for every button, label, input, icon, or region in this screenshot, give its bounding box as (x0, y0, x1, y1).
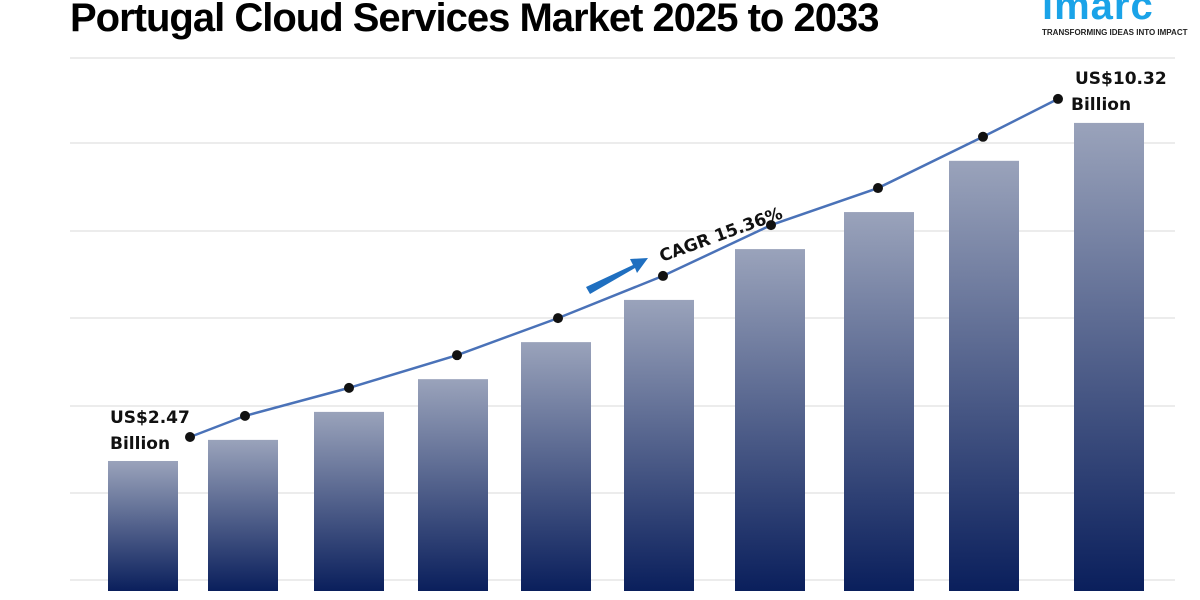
bar (844, 212, 914, 591)
trend-point (553, 313, 563, 324)
trend-point (978, 131, 988, 142)
bar (1074, 122, 1144, 592)
logo-word: imarc (1042, 0, 1154, 28)
trend-point (1053, 93, 1063, 104)
bar (735, 249, 805, 591)
trend-point (240, 410, 250, 421)
arrow-shape (586, 258, 648, 294)
start-unit-label: Billion (110, 434, 170, 454)
end-value-label: US$10.32 (1075, 69, 1167, 89)
bar (949, 160, 1019, 592)
trend-point (766, 220, 776, 231)
imarc-logo: imarc TRANSFORMING IDEAS INTO IMPACT (1042, 0, 1200, 38)
end-unit-label: Billion (1071, 95, 1131, 115)
bar (208, 439, 278, 591)
chart-title: Portugal Cloud Services Market 2025 to 2… (70, 0, 879, 40)
bar (624, 299, 694, 591)
trend-point (185, 431, 195, 442)
start-value-label: US$2.47 (110, 408, 190, 428)
trend-point (658, 270, 668, 281)
trend-point (452, 350, 462, 361)
bar (521, 342, 591, 591)
bar (108, 460, 178, 591)
bar (314, 411, 384, 591)
trend-arrow (586, 258, 648, 294)
bar (418, 379, 488, 591)
trend-line (189, 97, 1059, 439)
trend-point (873, 183, 883, 194)
trend-point (344, 382, 354, 393)
logo-tagline: TRANSFORMING IDEAS INTO IMPACT (1042, 28, 1188, 37)
